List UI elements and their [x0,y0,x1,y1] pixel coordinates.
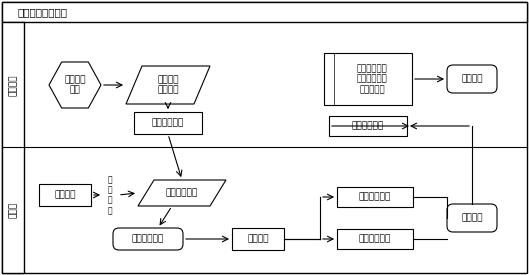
Bar [324,53,412,105]
Text: 记录数据: 记录数据 [461,213,483,222]
Text: 上传到服务器: 上传到服务器 [352,122,384,131]
Bar [134,112,202,134]
Bar [2,22,24,273]
Text: 检查设备: 检查设备 [247,235,269,243]
Polygon shape [138,180,226,206]
Text: 客户端: 客户端 [8,202,17,218]
Text: 用户登录: 用户登录 [54,191,76,199]
Polygon shape [49,62,101,108]
Text: 显示巡检任务: 显示巡检任务 [132,235,164,243]
Text: 记录缺陷情况: 记录缺陷情况 [359,235,391,243]
Polygon shape [126,66,210,104]
Bar [232,228,284,250]
Text: 输电巡线业务流程: 输电巡线业务流程 [18,7,68,17]
Text: 记录时间位置: 记录时间位置 [359,192,391,202]
FancyBboxPatch shape [447,65,497,93]
Text: 下载到客户端: 下载到客户端 [152,119,184,128]
FancyBboxPatch shape [447,204,497,232]
FancyBboxPatch shape [113,228,183,250]
Text: 验
证
通
过: 验 证 通 过 [108,175,112,215]
Bar [329,116,407,136]
Bar [337,187,413,207]
Text: 巡检结果数据
（到位情况、
缺陷代码）: 巡检结果数据 （到位情况、 缺陷代码） [357,64,387,94]
Text: 统计分析: 统计分析 [461,75,483,84]
Text: 生成巡检
任务数据: 生成巡检 任务数据 [157,75,179,95]
Text: 制定巡检
计划: 制定巡检 计划 [64,75,86,95]
Bar [2,2,527,22]
Bar [337,229,413,249]
Text: 用户巡检任务: 用户巡检任务 [166,188,198,197]
Bar [39,184,91,206]
Text: 服务器端: 服务器端 [8,74,17,96]
